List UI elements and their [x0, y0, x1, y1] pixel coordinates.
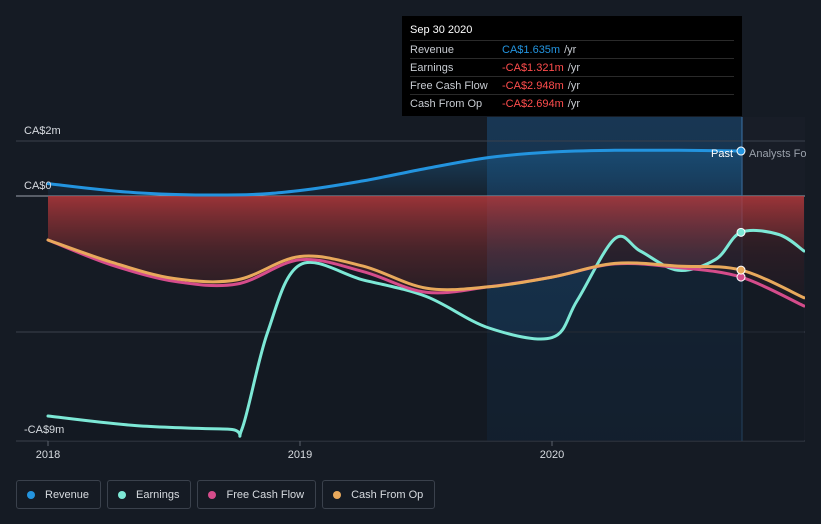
axis-labels: CA$2m CA$0 -CA$9m 2018 2019 2020 Past Analysts … — [24, 125, 806, 461]
revenue-line — [46, 148, 743, 197]
legend-label: Cash From Op — [351, 488, 424, 501]
series-markers — [736, 146, 746, 282]
tooltip-row-earnings: Earnings -CA$1.321m/yr — [410, 58, 734, 76]
tooltip-label: Cash From Op — [410, 97, 483, 110]
cash-from-op-marker — [736, 265, 746, 275]
earnings-marker — [736, 227, 746, 237]
x-tick-label-2020: 2020 — [540, 449, 564, 461]
legend-label: Free Cash Flow — [226, 488, 305, 501]
legend-item-free-cash-flow[interactable]: Free Cash Flow — [197, 480, 317, 509]
tooltip-label: Free Cash Flow — [410, 79, 488, 92]
series-lines — [46, 148, 805, 438]
legend-dot-icon — [27, 490, 35, 499]
tooltip-row-revenue: Revenue CA$1.635m/yr — [410, 40, 734, 58]
legend-item-earnings[interactable]: Earnings — [107, 480, 192, 509]
earnings-line — [46, 228, 805, 438]
earnings-area — [48, 230, 804, 441]
y-label-top: CA$2m — [24, 125, 61, 137]
legend-dot-icon — [208, 490, 217, 499]
tooltip-value: CA$1.635m — [502, 43, 561, 56]
tooltip-row-cash-from-op: Cash From Op -CA$2.694m/yr — [410, 94, 734, 112]
y-label-bottom: -CA$9m — [24, 424, 64, 436]
tooltip-value: -CA$2.948m — [502, 79, 564, 92]
tooltip-date: Sep 30 2020 — [410, 24, 473, 36]
tooltip-value: -CA$1.321m — [502, 61, 564, 74]
cash-from-op-line — [46, 238, 805, 300]
legend-item-cash-from-op[interactable]: Cash From Op — [322, 480, 436, 509]
tooltip: Sep 30 2020 Revenue CA$1.635m/yr Earnings -… — [402, 16, 742, 116]
tooltip-unit: /yr — [567, 79, 580, 92]
legend: Revenue Earnings Free Cash Flow Cash From O… — [16, 480, 436, 509]
tooltip-label: Revenue — [410, 43, 455, 56]
legend-label: Earnings — [136, 488, 180, 501]
tooltip-value: -CA$2.694m — [502, 97, 564, 110]
legend-item-revenue[interactable]: Revenue — [16, 480, 102, 509]
legend-label: Revenue — [45, 488, 90, 501]
legend-dot-icon — [333, 490, 342, 499]
tooltip-row-free-cash-flow: Free Cash Flow -CA$2.948m/yr — [410, 76, 734, 94]
past-label: Past — [711, 148, 733, 160]
tooltip-unit: /yr — [564, 43, 577, 56]
x-tick-label-2018: 2018 — [36, 449, 60, 461]
revenue-area — [48, 150, 741, 196]
x-tick-label-2019: 2019 — [288, 449, 312, 461]
tooltip-unit: /yr — [567, 97, 580, 110]
forecast-label: Analysts Fo — [749, 148, 806, 160]
y-label-zero: CA$0 — [24, 180, 52, 192]
tooltip-unit: /yr — [567, 61, 580, 74]
legend-dot-icon — [118, 490, 127, 499]
revenue-marker — [736, 146, 746, 156]
tooltip-label: Earnings — [410, 61, 454, 74]
